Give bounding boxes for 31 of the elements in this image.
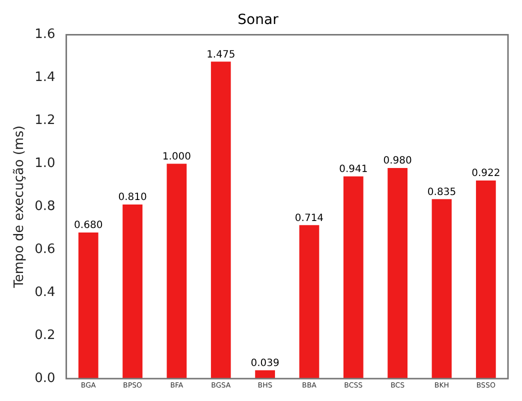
y-tick-label: 1.0 <box>34 156 56 172</box>
bar <box>476 180 496 379</box>
y-tick-label: 1.4 <box>34 70 56 86</box>
data-label: 0.835 <box>427 186 456 198</box>
data-label: 0.980 <box>383 156 412 167</box>
data-label: 0.680 <box>74 220 103 232</box>
y-tick-label: 0.0 <box>34 370 56 386</box>
bar <box>432 199 452 379</box>
bar <box>122 204 142 379</box>
y-tick-label: 1.2 <box>34 113 56 128</box>
data-label: 0.810 <box>118 192 147 204</box>
data-label: 0.941 <box>339 164 368 175</box>
data-label: 0.039 <box>250 358 280 369</box>
bar <box>210 62 231 379</box>
bar <box>388 168 408 379</box>
y-tick-label: 1.6 <box>34 27 56 42</box>
bar <box>343 176 364 379</box>
bar <box>255 370 275 379</box>
data-label: 0.922 <box>472 168 500 180</box>
bar <box>166 164 187 379</box>
bar <box>78 232 98 379</box>
data-label: 1.000 <box>162 151 192 162</box>
data-label: 0.714 <box>294 212 324 224</box>
y-tick-label: 0.4 <box>34 285 56 300</box>
y-tick-label: 0.8 <box>34 199 56 214</box>
bar <box>299 225 320 379</box>
y-axis-title: Tempo de execução (ms) <box>12 126 28 289</box>
chart-title: Sonar <box>238 12 279 28</box>
data-label: 1.475 <box>206 49 236 60</box>
y-tick-label: 0.2 <box>34 328 56 343</box>
y-tick-label: 0.6 <box>34 242 56 258</box>
